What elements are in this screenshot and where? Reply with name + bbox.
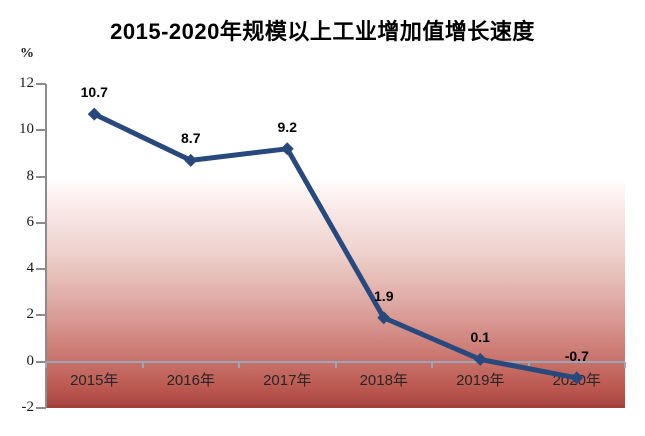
- y-axis-tick-label: 2: [26, 306, 35, 323]
- x-axis-category-label: 2015年: [70, 371, 119, 389]
- y-axis-tick-label: 10: [19, 121, 34, 138]
- y-axis-tick-label: 12: [19, 75, 34, 91]
- y-axis-tick: [36, 83, 46, 85]
- x-axis-category-label: 2018年: [359, 371, 408, 389]
- data-point-marker: [184, 153, 198, 167]
- data-point-label: 10.7: [80, 84, 108, 101]
- x-axis-category-label: 2019年: [456, 371, 505, 389]
- y-axis-tick-label: 4: [26, 260, 35, 277]
- y-axis-tick: [36, 175, 46, 178]
- data-point-marker: [570, 371, 584, 385]
- y-axis-tick: [36, 221, 46, 224]
- y-axis-tick-label: -2: [21, 399, 35, 415]
- x-axis-tick: [238, 361, 240, 368]
- y-axis-unit-label: %: [20, 46, 34, 61]
- y-axis-line: [44, 84, 47, 408]
- data-point-marker: [280, 142, 294, 156]
- y-axis-tick: [36, 407, 46, 409]
- y-axis-tick-label: 0: [26, 352, 35, 369]
- data-point-label: 8.7: [181, 130, 201, 147]
- x-axis-tick: [431, 361, 433, 368]
- x-axis-tick: [624, 361, 626, 368]
- x-axis-category-label: 2016年: [166, 371, 215, 389]
- chart-title: 2015-2020年规模以上工业增加值增长速度: [110, 19, 535, 44]
- y-axis-tick: [36, 360, 46, 363]
- y-axis-tick: [36, 129, 46, 132]
- series-line: [91, 111, 580, 381]
- data-point-label: 1.9: [374, 287, 394, 304]
- y-axis-tick-label: 6: [26, 213, 35, 230]
- x-axis-tick: [141, 361, 144, 368]
- x-axis-tick: [45, 361, 47, 368]
- data-point-marker: [87, 107, 101, 121]
- x-axis-tick: [527, 361, 530, 368]
- data-point-marker: [473, 352, 487, 366]
- data-point-label: -0.7: [564, 347, 589, 364]
- data-point-label: 0.1: [470, 329, 490, 346]
- x-axis-category-label: 2017年: [263, 371, 312, 389]
- data-point-label: 9.2: [277, 118, 297, 135]
- x-axis-tick: [334, 361, 337, 368]
- y-axis-tick-label: 8: [26, 167, 35, 184]
- data-point-marker: [377, 311, 391, 325]
- y-axis-tick: [36, 314, 46, 317]
- y-axis-tick: [36, 268, 46, 271]
